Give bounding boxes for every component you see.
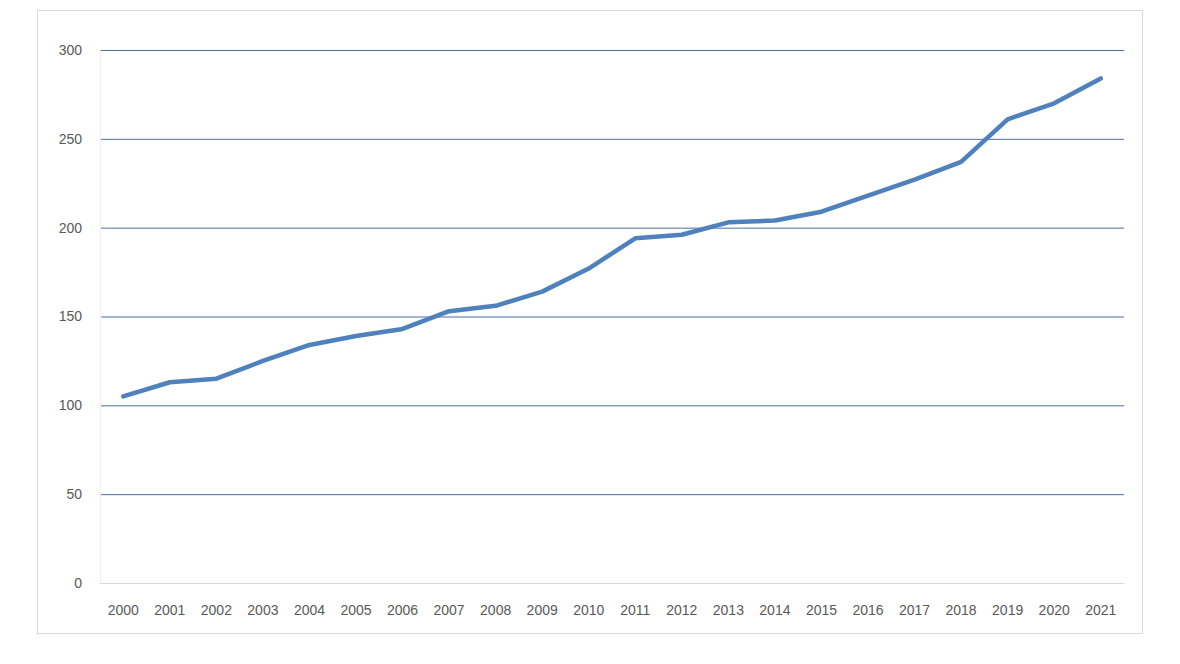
x-tick: 2001 [154, 583, 185, 618]
x-tick-label: 2006 [387, 602, 418, 618]
x-tick-label: 2003 [247, 602, 278, 618]
x-tick: 2021 [1085, 583, 1116, 618]
x-tick-label: 2008 [480, 602, 511, 618]
x-tick-label: 2013 [713, 602, 744, 618]
grid-line [100, 494, 1124, 495]
x-tick-label: 2001 [154, 602, 185, 618]
x-tick: 2012 [666, 583, 697, 618]
x-tick: 2013 [713, 583, 744, 618]
y-axis: 0 50 100 150 200 250 300 [59, 42, 101, 591]
grid-line [100, 405, 1124, 406]
x-tick-label: 2002 [201, 602, 232, 618]
x-tick: 2000 [108, 583, 139, 618]
x-tick-label: 2010 [573, 602, 604, 618]
y-tick-label: 250 [59, 131, 83, 147]
chart-frame [38, 11, 1143, 634]
x-tick: 2015 [806, 583, 837, 618]
x-tick-label: 2007 [434, 602, 465, 618]
x-tick-label: 2009 [527, 602, 558, 618]
grid-line [100, 50, 1124, 51]
plot-area: 0501001502002503002000200120022003200420… [59, 42, 1125, 618]
y-tick-label: 100 [59, 397, 83, 413]
series [123, 78, 1100, 396]
y-tick-label: 150 [59, 308, 83, 324]
x-tick: 2011 [620, 583, 650, 618]
x-tick: 2020 [1039, 583, 1070, 618]
grid-line [100, 317, 1124, 318]
grid [100, 51, 1124, 584]
x-tick: 2016 [852, 583, 883, 618]
x-tick: 2004 [294, 583, 325, 618]
x-axis: 2000 2001 2002 2003 2004 2005 2006 2007 2008 2009… [101, 583, 1125, 618]
x-tick-label: 2016 [852, 602, 883, 618]
y-tick: 200 [59, 220, 100, 236]
x-tick-label: 2020 [1039, 602, 1070, 618]
y-tick: 50 [66, 486, 100, 502]
x-tick-label: 2021 [1085, 602, 1116, 618]
grid-line [100, 139, 1124, 140]
x-tick: 2006 [387, 583, 418, 618]
x-tick-label: 2014 [759, 602, 790, 618]
chart: 0501001502002503002000200120022003200420… [0, 0, 1180, 664]
y-tick-label: 300 [59, 42, 83, 58]
y-tick: 300 [59, 42, 100, 58]
x-tick: 2007 [434, 583, 465, 618]
x-tick: 2003 [247, 583, 278, 618]
x-axis-line [101, 583, 1125, 584]
x-tick: 2010 [573, 583, 604, 618]
y-tick-label: 50 [66, 486, 82, 502]
x-tick: 2005 [340, 583, 371, 618]
grid-line [100, 228, 1124, 229]
x-tick: 2019 [992, 583, 1023, 618]
x-tick: 2017 [899, 583, 930, 618]
x-tick: 2018 [946, 583, 977, 618]
x-tick: 2002 [201, 583, 232, 618]
y-tick: 150 [59, 308, 100, 324]
y-tick-label: 200 [59, 220, 83, 236]
x-tick-label: 2004 [294, 602, 325, 618]
x-tick-label: 2012 [666, 602, 697, 618]
grid-line [100, 583, 1124, 584]
x-tick-label: 2019 [992, 602, 1023, 618]
x-tick: 2008 [480, 583, 511, 618]
x-tick-label: 2015 [806, 602, 837, 618]
x-tick: 2014 [759, 583, 790, 618]
line [123, 78, 1100, 396]
x-tick-label: 2005 [340, 602, 371, 618]
y-tick: 0 [74, 575, 100, 591]
x-tick-label: 2011 [620, 602, 650, 618]
x-tick: 2009 [527, 583, 558, 618]
x-tick-label: 2000 [108, 602, 139, 618]
y-tick: 250 [59, 131, 100, 147]
x-tick-label: 2017 [899, 602, 930, 618]
y-axis-line [100, 51, 101, 584]
y-tick: 100 [59, 397, 100, 413]
y-tick-label: 0 [74, 575, 82, 591]
x-tick-label: 2018 [946, 602, 977, 618]
